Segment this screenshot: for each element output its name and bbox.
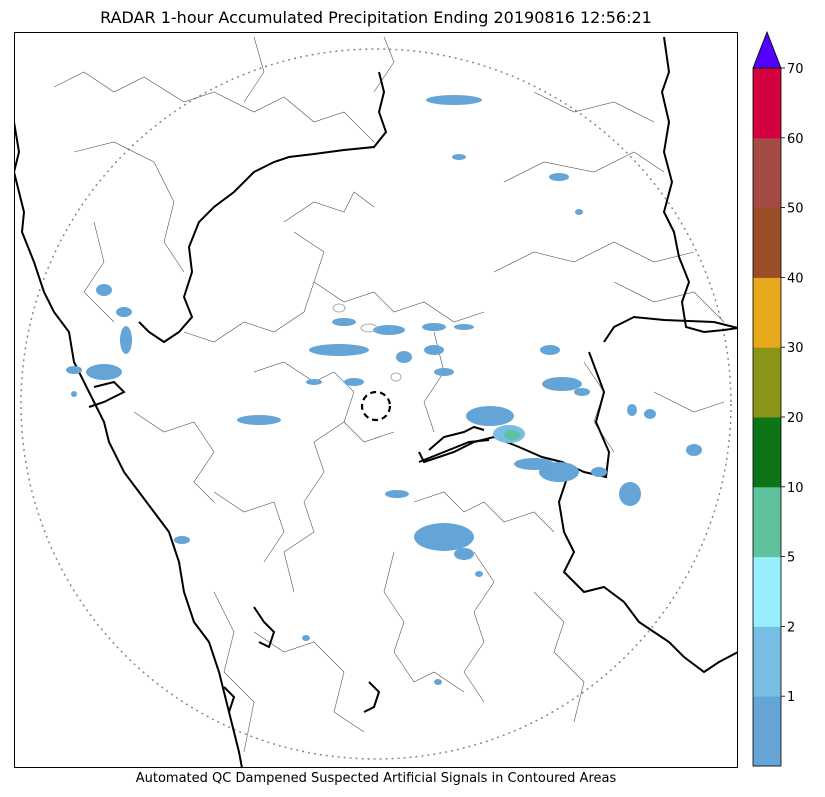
colorbar-segment: [753, 486, 781, 558]
colorbar-tick-label: 50: [787, 202, 804, 217]
precipitation-echoes: [66, 95, 702, 685]
precipitation-colorbar: 1 2 5 10 20 30 40 50 60 70: [752, 30, 804, 767]
colorbar-segment: [753, 696, 781, 767]
colorbar-segment: [753, 417, 781, 488]
colorbar-segment: [753, 207, 781, 278]
colorbar-tick-label: 1: [787, 690, 795, 705]
map-frame: [14, 32, 738, 768]
colorbar-tick-label: 20: [787, 411, 804, 426]
colorbar-segment: [753, 68, 781, 139]
radar-site-marker: [360, 390, 392, 422]
qc-contoured-areas: [332, 303, 402, 382]
colorbar-ticks: 1 2 5 10 20 30 40 50 60 70: [781, 62, 804, 705]
colorbar-segment: [753, 137, 781, 209]
colorbar-segments: [753, 68, 781, 767]
state-boundaries: [14, 36, 738, 768]
colorbar-tick-label: 70: [787, 62, 804, 77]
colorbar-segment: [753, 556, 781, 627]
colorbar-tick-label: 10: [787, 481, 804, 496]
colorbar-segment: [753, 277, 781, 348]
colorbar-tick-label: 5: [787, 551, 795, 566]
colorbar-tick-label: 2: [787, 620, 795, 635]
colorbar-extend-triangle: [752, 30, 782, 69]
district-boundaries: [53, 36, 725, 753]
colorbar-tick-label: 40: [787, 271, 804, 286]
radar-map: [14, 32, 738, 768]
colorbar-tick-label: 60: [787, 132, 804, 147]
colorbar-tick-label: 30: [787, 341, 804, 356]
map-title: RADAR 1-hour Accumulated Precipitation E…: [100, 8, 652, 27]
radar-range-ring: [20, 48, 732, 760]
map-footer-note: Automated QC Dampened Suspected Artifici…: [135, 771, 617, 786]
colorbar-segment: [753, 347, 781, 418]
colorbar-segment: [753, 626, 781, 697]
